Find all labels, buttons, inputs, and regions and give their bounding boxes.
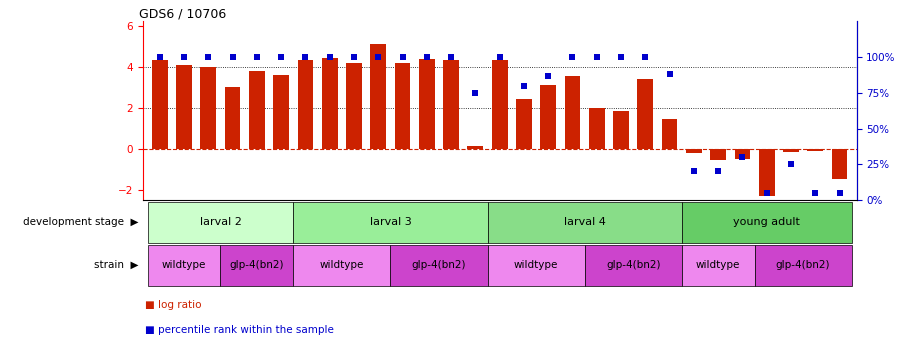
Text: wildtype: wildtype [696,260,740,270]
Bar [637,79,653,149]
Text: larval 3: larval 3 [369,217,412,227]
Point [711,169,726,174]
Point [201,54,216,60]
Bar [686,149,702,153]
Bar [370,44,386,149]
Bar [565,76,580,149]
Point [371,54,386,60]
Point [565,54,580,60]
Bar [783,149,799,152]
Point [784,161,799,167]
Bar [249,71,264,149]
Bar [225,87,240,149]
Point [226,54,240,60]
Bar [176,65,192,149]
Text: glp-4(bn2): glp-4(bn2) [606,260,660,270]
Point [152,54,167,60]
Bar [321,58,338,149]
Point [177,54,192,60]
Text: development stage  ▶: development stage ▶ [23,217,138,227]
Point [274,54,288,60]
Text: strain  ▶: strain ▶ [94,260,138,270]
Bar [468,146,484,149]
Bar [589,107,605,149]
Bar [613,111,629,149]
Point [589,54,604,60]
Bar [735,149,751,159]
Point [638,54,653,60]
Text: young adult: young adult [733,217,800,227]
Bar [832,149,847,180]
Point [662,71,677,77]
Text: wildtype: wildtype [162,260,206,270]
Point [444,54,459,60]
Point [419,54,434,60]
Bar [541,85,556,149]
Text: glp-4(bn2): glp-4(bn2) [412,260,466,270]
Point [250,54,264,60]
Point [808,190,822,196]
Bar [710,149,726,160]
Bar [297,60,313,149]
Bar [759,149,775,196]
Point [613,54,628,60]
Point [833,190,847,196]
Text: glp-4(bn2): glp-4(bn2) [229,260,284,270]
Bar [443,60,459,149]
Bar [419,59,435,149]
Text: glp-4(bn2): glp-4(bn2) [775,260,831,270]
Point [541,73,555,79]
Bar [346,64,362,149]
Text: GDS6 / 10706: GDS6 / 10706 [139,7,227,20]
Point [492,54,507,60]
Bar [394,64,411,149]
Text: ■ percentile rank within the sample: ■ percentile rank within the sample [145,325,333,335]
Point [346,54,361,60]
Bar [152,60,168,149]
Point [298,54,313,60]
Text: larval 2: larval 2 [200,217,241,227]
Point [735,154,750,160]
Bar [492,60,507,149]
Bar [516,99,531,149]
Bar [808,149,823,151]
Point [686,169,701,174]
Bar [661,119,678,149]
Point [468,90,483,96]
Point [759,190,774,196]
Text: ■ log ratio: ■ log ratio [145,300,201,310]
Point [517,83,531,89]
Text: wildtype: wildtype [320,260,364,270]
Bar [201,66,216,149]
Bar [274,75,289,149]
Point [322,54,337,60]
Point [395,54,410,60]
Text: wildtype: wildtype [514,260,558,270]
Text: larval 4: larval 4 [564,217,605,227]
